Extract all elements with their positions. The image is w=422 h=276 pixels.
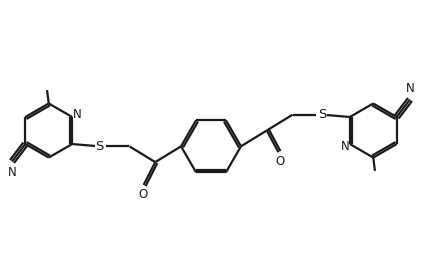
Text: N: N [341,140,349,153]
Text: S: S [318,108,327,121]
Text: S: S [95,140,104,153]
Text: O: O [138,188,147,201]
Text: N: N [8,166,16,179]
Text: N: N [73,108,81,121]
Text: N: N [406,82,414,95]
Text: O: O [276,155,285,168]
